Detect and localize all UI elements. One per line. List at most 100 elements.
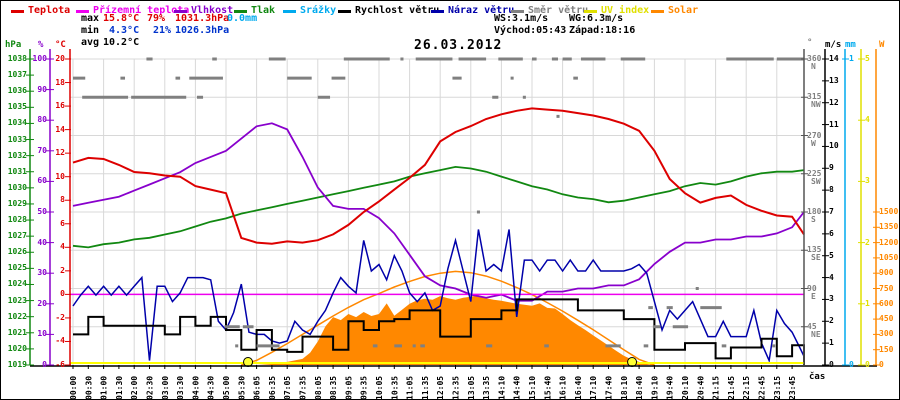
x-tick-label: 23:45 — [788, 375, 798, 400]
stat-max-pressure: 1031.3hPa — [175, 13, 230, 24]
y-tick-label: 9 — [829, 163, 834, 173]
x-tick-label: 16:40 — [573, 375, 583, 400]
stat-max-label: max — [81, 13, 100, 24]
x-tick-label: 20:40 — [696, 375, 706, 400]
y-tick-label: 60 — [37, 176, 47, 186]
x-tick-label: 23:15 — [772, 375, 782, 400]
stat-min-temp: 4.3°C — [109, 25, 140, 36]
y-tick-label: 0 — [60, 289, 65, 299]
y-tick-label: 1030 — [7, 182, 27, 192]
x-tick-label: 09:05 — [344, 375, 354, 400]
legend-swatch — [338, 9, 351, 13]
legend-item-4: Tlak — [234, 6, 275, 16]
y-tick-label: 2 — [865, 237, 870, 247]
y-tick-label: 4 — [865, 115, 870, 125]
x-tick-label: 17:10 — [589, 375, 599, 400]
y-tick-label: 1032 — [7, 150, 27, 160]
x-tick-label: 18:10 — [619, 375, 629, 400]
y-tick-label: NE — [811, 329, 821, 339]
y-tick-label: 6 — [60, 218, 65, 228]
legend-item-9: UV index — [584, 6, 649, 16]
pressure-line — [72, 165, 805, 249]
y-tick-label: 1019 — [7, 360, 27, 369]
x-tick-label: 11:05 — [405, 375, 415, 400]
legend-item-3: Vlhkost — [174, 6, 233, 16]
stat-min-pressure: 1026.3hPa — [175, 25, 230, 36]
y-tick-label: SE — [811, 253, 821, 263]
y-tick-label: -6 — [55, 360, 65, 369]
y-tick-label: 1036 — [7, 86, 27, 96]
y-tick-label: 13 — [829, 75, 839, 85]
x-tick-label: 19:40 — [665, 375, 675, 400]
y-tick-label: -4 — [55, 336, 65, 346]
y-tick-label: S — [811, 215, 816, 224]
legend-swatch — [511, 9, 524, 13]
x-tick-label: 01:30 — [114, 375, 124, 400]
x-tick-label: 07:05 — [283, 375, 293, 400]
y-tick-label: 7 — [829, 207, 834, 216]
legend-swatch — [651, 9, 664, 13]
legend-label: UV index — [601, 5, 650, 16]
y-tick-label: W — [811, 138, 816, 148]
y-tick-label: 1024 — [7, 279, 27, 289]
y-tick-label: 20 — [55, 54, 65, 63]
temperature-axis-header: °C — [55, 40, 66, 50]
y-tick-label: 1033 — [7, 134, 27, 144]
y-tick-label: 1034 — [7, 118, 27, 128]
humidity-line — [72, 122, 805, 302]
y-tick-label: 4 — [829, 272, 834, 282]
x-tick-label: 09:35 — [359, 375, 369, 400]
y-tick-label: 12 — [829, 97, 839, 107]
legend-label: Solar — [668, 5, 699, 16]
y-tick-label: 0 — [849, 360, 854, 369]
x-tick-label: 17:40 — [604, 375, 614, 400]
legend-swatch — [11, 9, 24, 13]
stat-min-label: min — [81, 25, 100, 36]
y-tick-label: 1025 — [7, 263, 27, 273]
legend-swatch — [174, 9, 187, 13]
wind-axis-header: m/s — [825, 40, 842, 50]
x-tick-label: 10:05 — [375, 375, 384, 400]
x-tick-label: 11:35 — [420, 375, 430, 400]
legend-label: Směr větru — [528, 5, 589, 16]
y-tick-label: 1026 — [7, 247, 27, 257]
y-tick-label: SW — [811, 176, 821, 186]
x-tick-label: 08:05 — [313, 375, 323, 400]
stat-avg-label: avg — [81, 37, 100, 48]
y-tick-label: 600 — [879, 298, 894, 308]
sunset-marker — [627, 357, 638, 367]
y-tick-label: 30 — [37, 268, 47, 278]
y-tick-label: 3 — [829, 294, 834, 304]
sunrise-marker — [243, 357, 254, 367]
y-tick-label: 150 — [879, 344, 894, 354]
y-tick-label: 10 — [55, 171, 65, 181]
legend-item-7: Náraz větru — [431, 6, 514, 16]
y-tick-label: 1200 — [879, 237, 899, 247]
stat-min-humidity: 21% — [153, 25, 172, 36]
y-tick-label: 450 — [879, 314, 894, 324]
rain-axis-header: mm — [845, 40, 856, 50]
wind-speed-line — [73, 298, 805, 365]
x-tick-label: 22:15 — [742, 375, 752, 400]
y-tick-label: 90 — [37, 84, 47, 94]
y-tick-label: 50 — [37, 207, 47, 216]
x-tick-label: 14:40 — [512, 375, 522, 400]
y-tick-label: 0 — [42, 360, 47, 369]
y-tick-label: 225 — [807, 168, 822, 178]
solar-axis-header: W — [879, 40, 885, 50]
y-tick-label: 8 — [829, 185, 834, 195]
x-tick-label: 02:00 — [130, 375, 140, 400]
x-tick-label: 00:00 — [69, 375, 78, 400]
chart-title: 26.03.2012 — [414, 38, 503, 53]
x-tick-label: 15:40 — [543, 375, 553, 400]
x-tick-label: 18:40 — [635, 375, 645, 400]
legend-label: Vlhkost — [191, 5, 234, 16]
y-tick-label: 750 — [879, 283, 894, 293]
y-tick-label: 1027 — [7, 231, 27, 241]
y-tick-label: 16 — [55, 101, 65, 111]
x-tick-label: 13:05 — [466, 375, 476, 400]
legend-item-2: Přízemní teplota — [76, 6, 189, 16]
legend-swatch — [584, 9, 597, 13]
y-tick-label: 0 — [879, 360, 884, 369]
